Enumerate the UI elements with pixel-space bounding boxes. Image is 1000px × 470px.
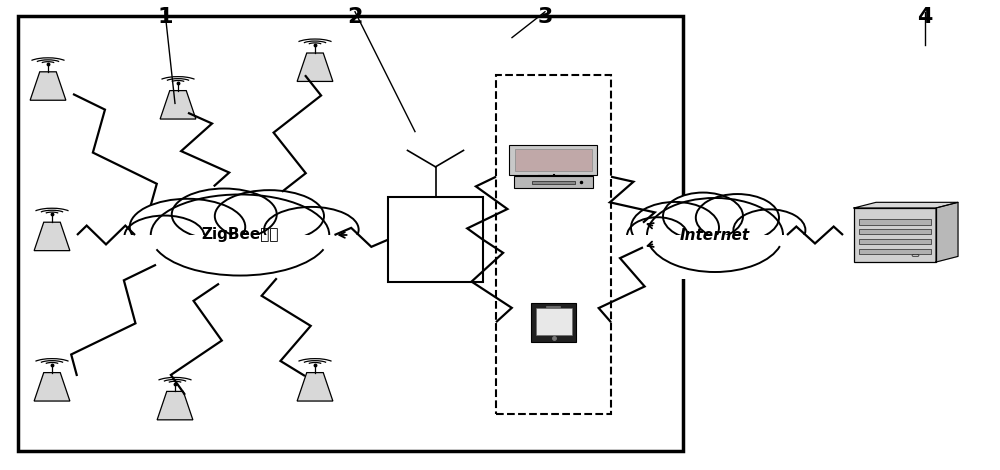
Bar	[854, 208, 936, 262]
Text: ZigBee网络: ZigBee网络	[201, 227, 279, 243]
Polygon shape	[30, 72, 66, 100]
Polygon shape	[297, 53, 333, 81]
Polygon shape	[297, 373, 333, 401]
Ellipse shape	[151, 195, 329, 275]
Polygon shape	[34, 222, 70, 251]
Ellipse shape	[264, 207, 359, 252]
Ellipse shape	[627, 217, 688, 255]
Bar	[531, 303, 576, 342]
Text: 3: 3	[537, 7, 553, 27]
Ellipse shape	[215, 190, 324, 242]
Bar	[532, 180, 575, 184]
Bar	[859, 219, 931, 225]
Ellipse shape	[912, 254, 919, 257]
Ellipse shape	[631, 202, 719, 253]
Text: 4: 4	[917, 7, 933, 27]
Text: Internet: Internet	[680, 227, 750, 243]
Text: 2: 2	[347, 7, 363, 27]
Bar	[859, 249, 931, 254]
Polygon shape	[157, 392, 193, 420]
Bar	[859, 229, 931, 235]
Polygon shape	[34, 373, 70, 401]
Polygon shape	[854, 202, 958, 208]
Bar	[388, 197, 483, 282]
Polygon shape	[936, 202, 958, 262]
Bar	[619, 235, 811, 279]
Bar	[509, 145, 597, 175]
Text: 1: 1	[157, 7, 173, 27]
Bar	[859, 239, 931, 244]
Ellipse shape	[124, 216, 204, 257]
Bar	[514, 176, 593, 188]
Bar	[536, 308, 572, 335]
Bar	[515, 149, 592, 171]
Polygon shape	[160, 91, 196, 119]
Bar	[114, 235, 366, 284]
Ellipse shape	[130, 199, 245, 255]
Ellipse shape	[647, 198, 783, 272]
Ellipse shape	[733, 209, 805, 251]
Bar	[496, 75, 611, 414]
Ellipse shape	[172, 188, 277, 241]
Ellipse shape	[663, 193, 743, 240]
Bar	[18, 16, 683, 451]
Ellipse shape	[696, 194, 779, 242]
